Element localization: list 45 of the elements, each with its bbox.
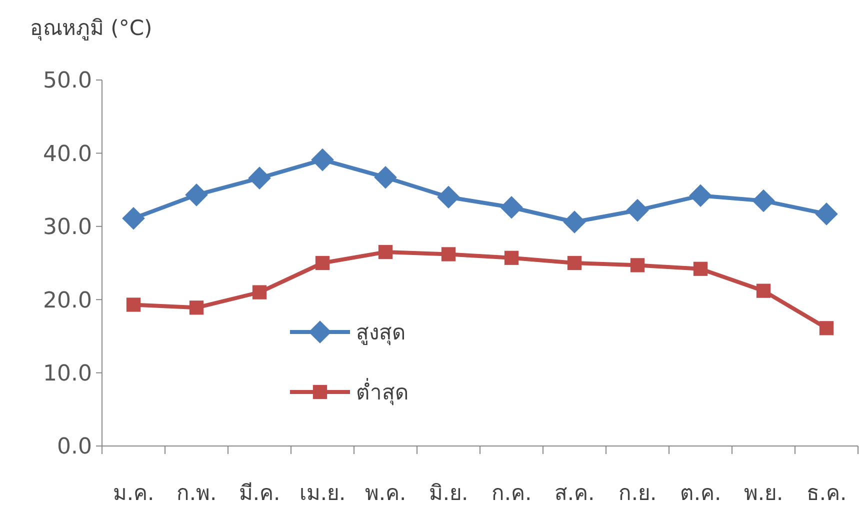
- x-tick-label: พ.ย.: [744, 481, 784, 505]
- point: [122, 206, 145, 230]
- x-tick-label: ต.ค.: [680, 481, 722, 505]
- point: [437, 186, 460, 209]
- point: [378, 244, 393, 260]
- point: [248, 166, 271, 190]
- point: [504, 250, 519, 265]
- y-tick-label: 40.0: [43, 142, 92, 167]
- point: [374, 166, 397, 189]
- point: [252, 285, 267, 300]
- x-tick-label: ก.ย.: [618, 481, 657, 505]
- point: [630, 258, 645, 272]
- y-tick-label: 0.0: [57, 434, 92, 460]
- point: [819, 321, 834, 336]
- point: [441, 247, 456, 262]
- x-tick-label: ก.พ.: [176, 481, 217, 505]
- x-tick-label: มิ.ย.: [428, 481, 468, 505]
- point: [126, 298, 141, 312]
- x-tick-label: มี.ค.: [238, 481, 280, 505]
- point: [689, 184, 712, 208]
- y-axis-title: อุณหภูมิ (°C): [30, 16, 152, 41]
- y-tick-label: 50.0: [43, 68, 92, 94]
- y-tick-label: 10.0: [43, 362, 92, 386]
- point: [756, 284, 771, 298]
- x-tick-label: ธ.ค.: [806, 481, 847, 505]
- point: [815, 202, 838, 226]
- point: [567, 256, 582, 270]
- point: [189, 300, 204, 315]
- x-tick-label: พ.ค.: [364, 481, 406, 505]
- x-tick-label: ม.ค.: [112, 481, 154, 505]
- x-tick-label: เม.ย.: [299, 481, 346, 505]
- x-tick-label: ก.ค.: [491, 481, 532, 505]
- legend-label: สูงสุด: [356, 320, 406, 346]
- point: [563, 210, 586, 234]
- point: [500, 196, 523, 219]
- point: [311, 148, 334, 172]
- point: [315, 256, 330, 270]
- point: [693, 262, 708, 276]
- y-tick-label: 20.0: [43, 288, 92, 314]
- x-tick-label: ส.ค.: [554, 481, 595, 505]
- legend-label: ต่ำสุด: [356, 377, 409, 406]
- point: [185, 184, 208, 206]
- y-tick-label: 30.0: [43, 215, 92, 240]
- point: [752, 189, 775, 212]
- point: [626, 198, 649, 222]
